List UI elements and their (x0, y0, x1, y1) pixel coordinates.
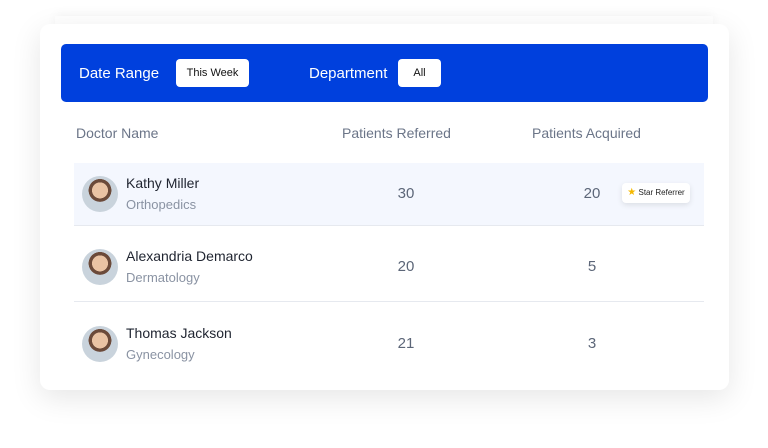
filter-bar: Date Range This Week Department All (61, 44, 708, 102)
divider (74, 225, 704, 226)
doctor-name: Thomas Jackson (126, 325, 232, 341)
department-select[interactable]: All (398, 59, 441, 87)
doctor-department: Dermatology (126, 270, 200, 285)
star-icon: ★ (627, 187, 637, 198)
patients-acquired: 5 (587, 258, 597, 275)
column-header-doctor-name: Doctor Name (76, 125, 159, 141)
column-header-patients-acquired: Patients Acquired (532, 125, 641, 141)
referrals-card: Date Range This Week Department All Doct… (40, 24, 729, 390)
doctor-name: Alexandria Demarco (126, 248, 253, 264)
doctor-department: Orthopedics (126, 197, 197, 212)
table-row[interactable]: Alexandria Demarco Dermatology 20 5 (74, 236, 704, 298)
divider (74, 301, 704, 302)
date-range-label: Date Range (79, 65, 160, 82)
date-range-select[interactable]: This Week (176, 59, 249, 87)
table-row[interactable]: Kathy Miller Orthopedics 30 20 ★ Star Re… (74, 163, 704, 225)
star-referrer-badge: ★ Star Referrer (622, 183, 690, 203)
patients-referred: 21 (397, 335, 415, 352)
avatar (82, 249, 118, 285)
table-row[interactable]: Thomas Jackson Gynecology 21 3 (74, 313, 704, 375)
column-header-patients-referred: Patients Referred (342, 125, 451, 141)
doctor-department: Gynecology (126, 347, 195, 362)
department-label: Department (309, 65, 388, 82)
avatar (82, 176, 118, 212)
doctor-name: Kathy Miller (126, 175, 200, 191)
badge-label: Star Referrer (638, 188, 685, 197)
patients-acquired: 20 (583, 185, 601, 202)
avatar (82, 326, 118, 362)
patients-acquired: 3 (587, 335, 597, 352)
patients-referred: 20 (397, 258, 415, 275)
patients-referred: 30 (397, 185, 415, 202)
